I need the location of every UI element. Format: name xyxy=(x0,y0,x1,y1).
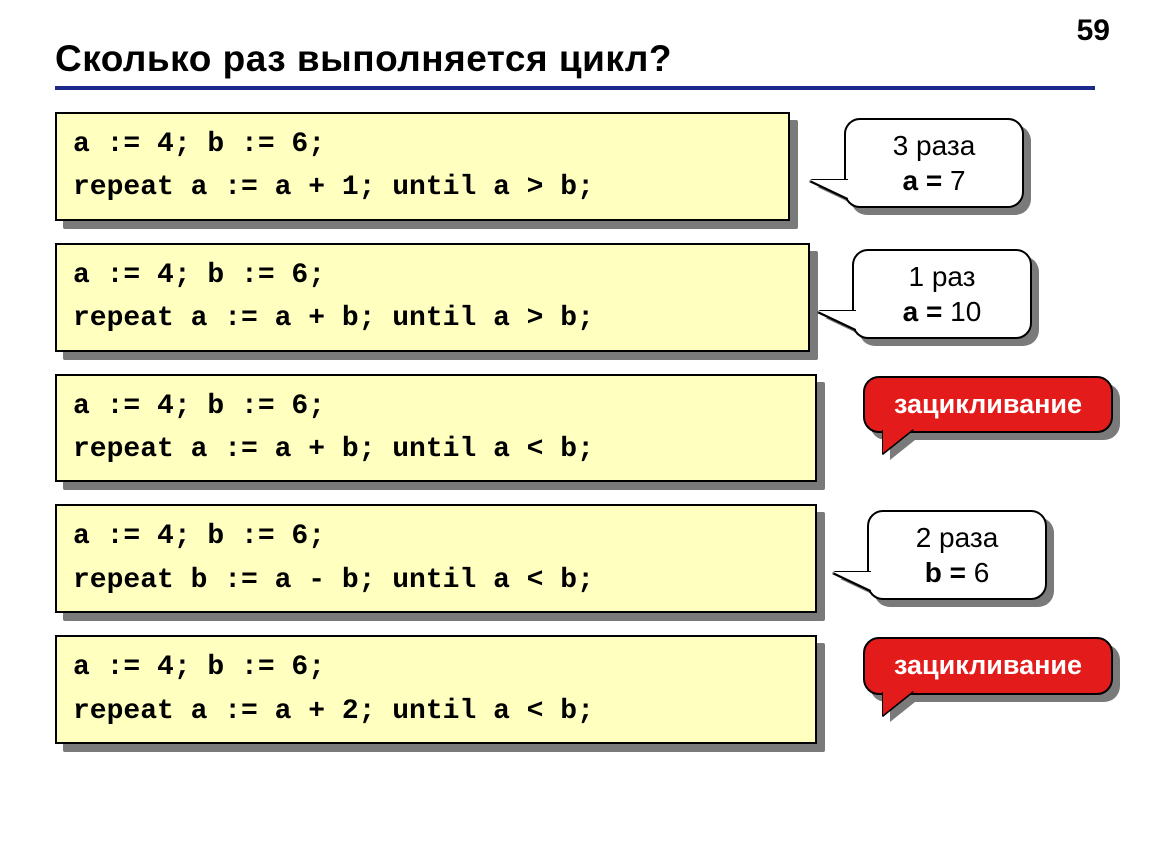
answer-line1: 1 раз xyxy=(908,261,975,292)
answer-line1: зацикливание xyxy=(894,650,1082,680)
slide-title: Сколько раз выполняется цикл? xyxy=(55,38,1095,80)
code-line: a := 4; b := 6; xyxy=(73,652,325,683)
answer-var: a = xyxy=(902,165,949,196)
answer-line1: 2 раза xyxy=(916,522,999,553)
answer-box: зацикливание xyxy=(863,637,1113,695)
answer-bubble: 3 раза a = 7 xyxy=(844,118,1024,208)
callout-tail-icon xyxy=(833,572,871,590)
code-line: a := 4; b := 6; xyxy=(73,521,325,552)
callout-tail-icon xyxy=(810,180,848,198)
example-row: a := 4; b := 6; repeat b := a - b; until… xyxy=(55,504,1095,613)
answer-line1: зацикливание xyxy=(894,389,1082,419)
code-line: a := 4; b := 6; xyxy=(73,129,325,160)
answer-line2: b = 6 xyxy=(893,555,1021,590)
answer-box: 3 раза a = 7 xyxy=(844,118,1024,208)
code-block: a := 4; b := 6; repeat a := a + b; until… xyxy=(55,374,817,483)
callout-tail-icon xyxy=(818,311,856,329)
answer-bubble: зацикливание xyxy=(863,637,1113,695)
example-row: a := 4; b := 6; repeat a := a + b; until… xyxy=(55,374,1095,483)
code-block: a := 4; b := 6; repeat b := a - b; until… xyxy=(55,504,817,613)
answer-val: 6 xyxy=(974,557,990,588)
callout-tail-icon xyxy=(883,691,913,715)
code-text: a := 4; b := 6; repeat b := a - b; until… xyxy=(55,504,817,613)
code-text: a := 4; b := 6; repeat a := a + b; until… xyxy=(55,243,810,352)
answer-var: a = xyxy=(903,296,950,327)
code-line: a := 4; b := 6; xyxy=(73,260,325,291)
code-line: repeat b := a - b; until a < b; xyxy=(73,565,594,596)
code-line: repeat a := a + b; until a > b; xyxy=(73,303,594,334)
code-block: a := 4; b := 6; repeat a := a + b; until… xyxy=(55,243,810,352)
callout-tail-icon xyxy=(883,429,913,453)
page-number: 59 xyxy=(1077,14,1110,48)
code-line: repeat a := a + 2; until a < b; xyxy=(73,696,594,727)
code-line: repeat a := a + b; until a < b; xyxy=(73,434,594,465)
code-text: a := 4; b := 6; repeat a := a + 1; until… xyxy=(55,112,790,221)
code-text: a := 4; b := 6; repeat a := a + 2; until… xyxy=(55,635,817,744)
answer-box: зацикливание xyxy=(863,376,1113,434)
code-line: a := 4; b := 6; xyxy=(73,391,325,422)
answer-bubble: 1 раз a = 10 xyxy=(852,249,1032,339)
code-text: a := 4; b := 6; repeat a := a + b; until… xyxy=(55,374,817,483)
answer-bubble: 2 раза b = 6 xyxy=(867,510,1047,600)
example-row: a := 4; b := 6; repeat a := a + 1; until… xyxy=(55,112,1095,221)
answer-bubble: зацикливание xyxy=(863,376,1113,434)
answer-box: 2 раза b = 6 xyxy=(867,510,1047,600)
answer-line2: a = 7 xyxy=(870,163,998,198)
title-rule xyxy=(55,86,1095,90)
code-block: a := 4; b := 6; repeat a := a + 1; until… xyxy=(55,112,790,221)
example-row: a := 4; b := 6; repeat a := a + b; until… xyxy=(55,243,1095,352)
answer-box: 1 раз a = 10 xyxy=(852,249,1032,339)
answer-val: 10 xyxy=(950,296,981,327)
code-line: repeat a := a + 1; until a > b; xyxy=(73,172,594,203)
example-row: a := 4; b := 6; repeat a := a + 2; until… xyxy=(55,635,1095,744)
answer-val: 7 xyxy=(950,165,966,196)
answer-var: b = xyxy=(925,557,974,588)
code-block: a := 4; b := 6; repeat a := a + 2; until… xyxy=(55,635,817,744)
answer-line1: 3 раза xyxy=(893,130,976,161)
slide: 59 Сколько раз выполняется цикл? a := 4;… xyxy=(0,0,1150,864)
answer-line2: a = 10 xyxy=(878,294,1006,329)
